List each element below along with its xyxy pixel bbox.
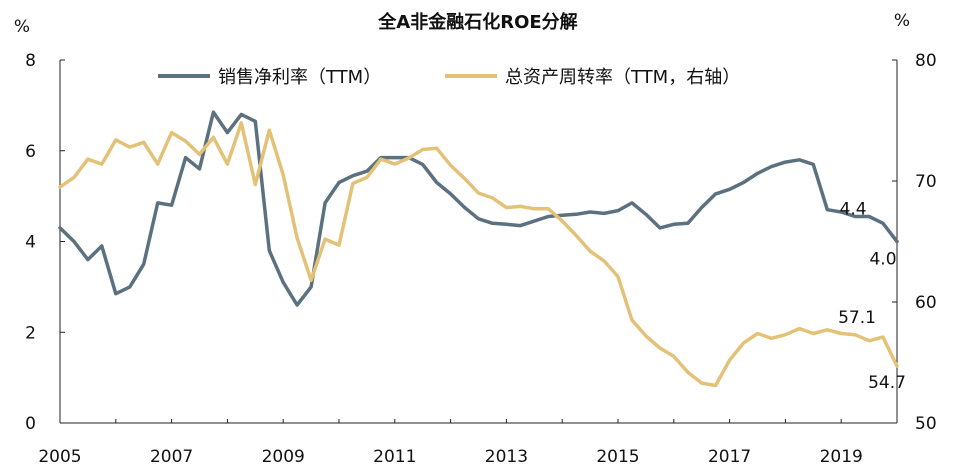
legend: 销售净利率（TTM） 总资产周转率（TTM，右轴） bbox=[158, 67, 740, 88]
x-axis-tick-label: 2009 bbox=[262, 447, 305, 467]
left-axis-tick-label: 8 bbox=[25, 51, 36, 71]
legend-label-net-margin: 销售净利率（TTM） bbox=[218, 67, 381, 88]
left-axis-unit: % bbox=[14, 17, 30, 37]
asset-turnover-line bbox=[58, 121, 899, 388]
data-label: 4.4 bbox=[840, 199, 867, 219]
left-axis-tick-label: 0 bbox=[25, 414, 36, 434]
x-axis-tick-label: 2007 bbox=[150, 447, 193, 467]
right-axis-tick-label: 50 bbox=[915, 414, 937, 434]
right-axis-tick-label: 80 bbox=[915, 51, 937, 71]
right-axis-unit: % bbox=[894, 11, 910, 31]
data-label: 57.1 bbox=[838, 308, 876, 328]
legend-label-asset-turnover: 总资产周转率（TTM，右轴） bbox=[505, 67, 740, 88]
data-label: 54.7 bbox=[868, 373, 906, 393]
chart-title: 全A非金融石化ROE分解 bbox=[377, 11, 577, 33]
net-margin-line bbox=[58, 110, 899, 307]
right-axis-tick-label: 70 bbox=[915, 172, 937, 192]
x-axis-tick-label: 2013 bbox=[485, 447, 528, 467]
annotation-layer: 4.4 4.0 57.1 54.7 bbox=[838, 199, 906, 393]
x-axis-tick-label: 2011 bbox=[373, 447, 416, 467]
left-axis-tick-label: 4 bbox=[25, 233, 36, 253]
right-axis-tick-label: 60 bbox=[915, 293, 937, 313]
axes: 0 2 4 6 8 50 60 70 80 2005 2007 2009 2011 2013 2015 201… bbox=[25, 51, 936, 467]
series-layer bbox=[58, 110, 899, 388]
x-axis-tick-label: 2005 bbox=[38, 447, 81, 467]
data-label: 4.0 bbox=[869, 250, 896, 270]
x-axis-tick-label: 2019 bbox=[820, 447, 863, 467]
left-axis-tick-label: 2 bbox=[25, 323, 36, 343]
x-axis-tick-label: 2017 bbox=[708, 447, 751, 467]
x-axis-tick-label: 2015 bbox=[596, 447, 639, 467]
left-axis-tick-label: 6 bbox=[25, 142, 36, 162]
